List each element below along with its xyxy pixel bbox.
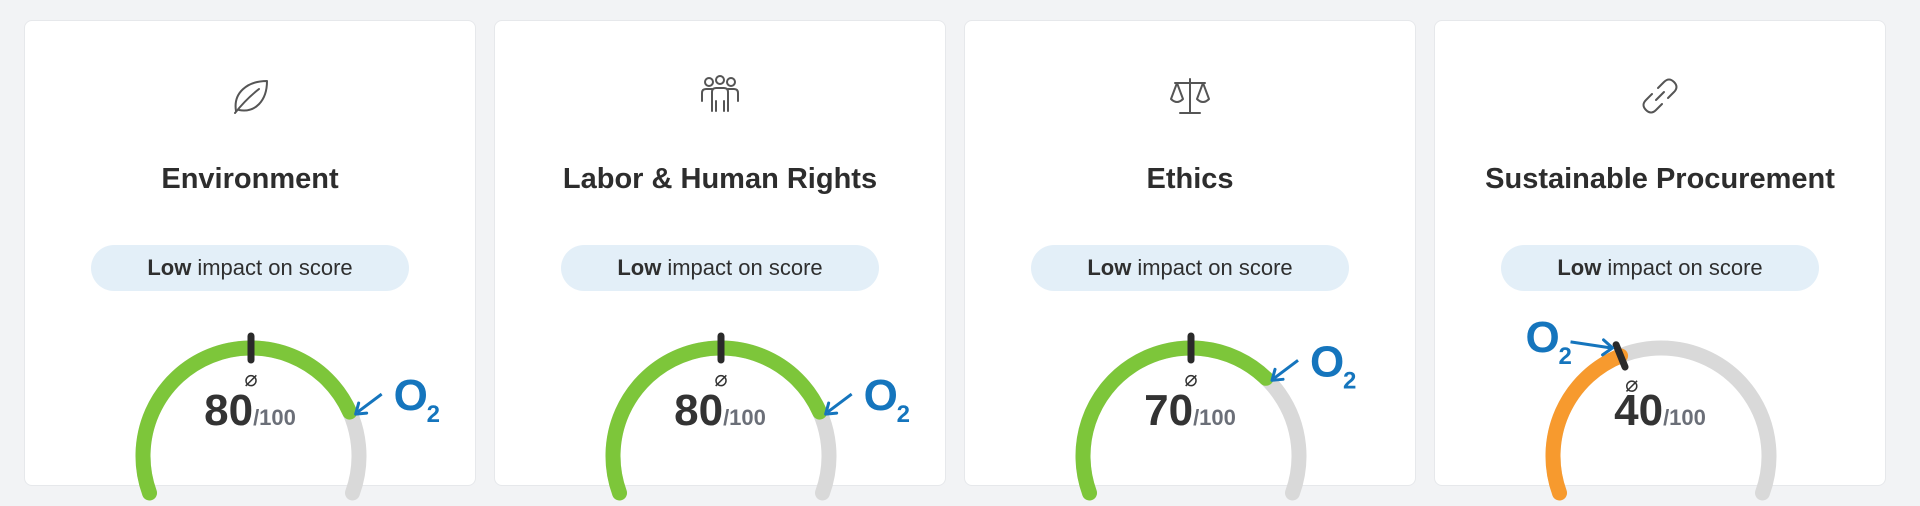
card-environment: Environment Low impact on score ⌀ O 2 80/1… [24, 20, 477, 501]
o2-logo: O2 [354, 371, 440, 428]
o2-subscript: 2 [1559, 343, 1572, 370]
impact-level: Low [617, 255, 662, 280]
o2-subscript: 2 [427, 401, 440, 428]
score-gauge: ⌀ O 2 [1435, 311, 1887, 501]
score-max: /100 [1663, 405, 1706, 430]
impact-level: Low [147, 255, 192, 280]
o2-subscript: 2 [1343, 367, 1356, 394]
arrow-icon [826, 392, 853, 414]
arrow-icon [356, 392, 383, 414]
o2-logo: O2 [824, 371, 910, 428]
score-cards-row: Environment Low impact on score ⌀ O 2 80/1… [24, 20, 1887, 501]
average-symbol: ⌀ [244, 367, 257, 392]
arrow-head [354, 401, 369, 416]
score-gauge: ⌀ O 2 [965, 311, 1417, 501]
score-value: 40 [1614, 386, 1664, 435]
gauge-svg: ⌀ O2 [135, 332, 440, 501]
impact-level: Low [1087, 255, 1132, 280]
o2-subscript: 2 [897, 401, 910, 428]
card-ethics: Ethics Low impact on score ⌀ O 2 70/100 [964, 20, 1417, 501]
score-max: /100 [253, 405, 296, 430]
card-labor-human-rights: Labor & Human Rights Low impact on score… [494, 20, 947, 501]
score-gauge: ⌀ O 2 [25, 311, 477, 501]
arrow-icon [1570, 340, 1611, 350]
average-symbol: ⌀ [714, 367, 727, 392]
o2-logo: O2 [1526, 313, 1615, 370]
score-readout: 80/100 [25, 386, 475, 436]
scales-icon [1165, 71, 1215, 121]
arrow-icon [1273, 359, 1299, 380]
card-title: Sustainable Procurement [1485, 163, 1835, 195]
impact-badge: Low impact on score [91, 245, 409, 291]
o2-logo: O2 [1270, 337, 1356, 394]
impact-text: impact on score [1607, 255, 1763, 280]
arrow-head [1601, 338, 1615, 357]
arrow-head [1270, 367, 1285, 382]
o2-letter: O [1310, 337, 1344, 386]
card-title: Labor & Human Rights [562, 163, 878, 195]
gauge-value-arc [1075, 340, 1274, 501]
impact-badge: Low impact on score [561, 245, 879, 291]
average-symbol: ⌀ [1625, 373, 1638, 398]
score-readout: 70/100 [965, 386, 1415, 436]
score-gauge: ⌀ O 2 [495, 311, 947, 501]
score-max: /100 [1193, 405, 1236, 430]
o2-letter: O [1526, 313, 1560, 362]
card-sustainable-procurement: Sustainable Procurement Low impact on sc… [1434, 20, 1887, 501]
impact-level: Low [1557, 255, 1602, 280]
leaf-icon [225, 71, 275, 121]
gauge-svg: ⌀ O2 [1075, 332, 1356, 501]
gauge-svg: ⌀ O2 [1526, 313, 1777, 501]
impact-text: impact on score [667, 255, 823, 280]
card-title: Environment [161, 163, 339, 195]
gauge-svg: ⌀ O2 [605, 332, 910, 501]
o2-letter: O [864, 371, 898, 420]
score-value: 80 [204, 386, 254, 435]
card-title: Ethics [1146, 163, 1234, 195]
impact-text: impact on score [1137, 255, 1293, 280]
average-symbol: ⌀ [1184, 367, 1197, 392]
score-readout: 40/100 [1435, 386, 1885, 436]
score-readout: 80/100 [495, 386, 945, 436]
arrow-head [824, 401, 839, 416]
score-value: 80 [674, 386, 724, 435]
impact-badge: Low impact on score [1501, 245, 1819, 291]
link-icon [1635, 71, 1685, 121]
o2-letter: O [394, 371, 428, 420]
gauge-value-arc [605, 340, 828, 501]
impact-badge: Low impact on score [1031, 245, 1349, 291]
gauge-value-arc [1545, 348, 1629, 501]
people-icon [695, 71, 745, 121]
impact-text: impact on score [197, 255, 353, 280]
gauge-value-arc [135, 340, 358, 501]
score-value: 70 [1144, 386, 1194, 435]
score-max: /100 [723, 405, 766, 430]
benchmark-marker [1612, 341, 1629, 371]
